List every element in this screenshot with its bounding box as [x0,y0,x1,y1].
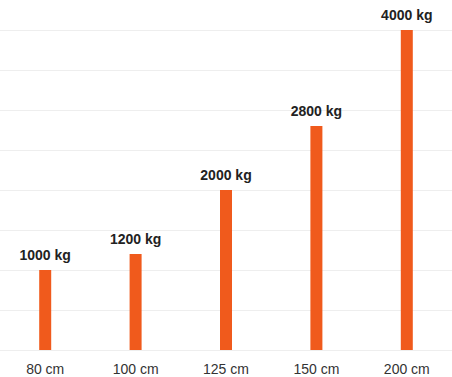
svg-text:4000 kg: 4000 kg [381,7,432,23]
svg-text:1200 kg: 1200 kg [110,231,161,247]
svg-text:2000 kg: 2000 kg [200,167,251,183]
svg-text:100 cm: 100 cm [113,361,159,377]
svg-text:150 cm: 150 cm [293,361,339,377]
svg-text:2800 kg: 2800 kg [291,103,342,119]
svg-text:125 cm: 125 cm [203,361,249,377]
svg-text:1000 kg: 1000 kg [20,247,71,263]
svg-text:200 cm: 200 cm [384,361,430,377]
svg-text:80 cm: 80 cm [26,361,64,377]
